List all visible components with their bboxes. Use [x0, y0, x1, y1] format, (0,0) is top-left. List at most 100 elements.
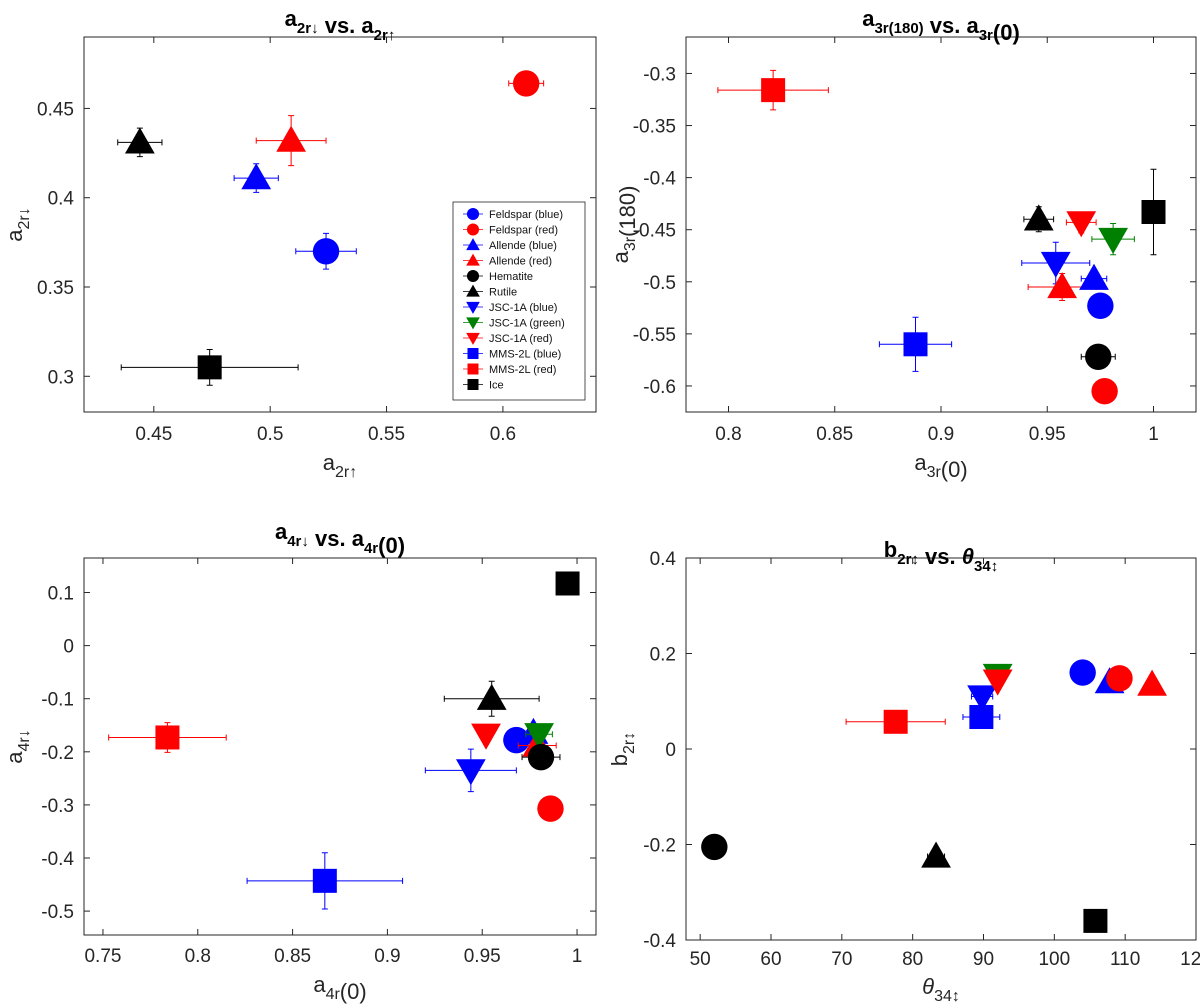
y-tick-label: -0.2 — [41, 743, 74, 764]
text-part: vs. — [319, 13, 362, 38]
point-marker — [1091, 377, 1118, 405]
text-part: (0) — [993, 20, 1020, 45]
x-tick-label: 80 — [902, 949, 923, 970]
legend-entry: JSC-1A (blue) — [489, 302, 557, 314]
x-tick-label: 0.6 — [490, 424, 516, 445]
y-tick-label: -0.3 — [41, 796, 74, 817]
y-tick-label: 0.4 — [650, 549, 677, 570]
data-point — [845, 709, 946, 734]
point-marker — [312, 238, 340, 265]
x-tick-label: 0.45 — [135, 424, 172, 445]
text-part: b — [607, 754, 632, 766]
y-tick-label: 0.2 — [650, 645, 676, 666]
x-tick-label: 0.95 — [1029, 424, 1066, 445]
point-marker — [197, 355, 222, 380]
axes-frame — [685, 557, 1197, 941]
point-marker — [512, 70, 540, 97]
legend-marker — [466, 317, 480, 330]
point-marker — [524, 723, 554, 750]
legend-marker — [466, 238, 480, 251]
y-tick-label: 0.35 — [37, 278, 74, 299]
x-tick-label: 110 — [1110, 949, 1140, 970]
point-marker — [455, 759, 486, 786]
legend-marker — [466, 223, 480, 236]
text-part: vs. — [309, 526, 352, 551]
legend-entry: Feldspar (blue) — [489, 209, 563, 221]
y-tick-label: -0.6 — [643, 377, 676, 398]
y-tick-label: -0.5 — [643, 273, 676, 294]
text-part: (0) — [941, 457, 968, 482]
data-point — [982, 669, 1013, 696]
y-tick-label: -0.3 — [643, 64, 676, 85]
y-tick-label: -0.45 — [633, 221, 676, 242]
y-tick-label: 0.45 — [37, 99, 74, 120]
chart-title: a3r(180) vs. a3r(0) — [862, 6, 1020, 45]
legend-entry: MMS-2L (blue) — [489, 349, 561, 361]
data-point — [1083, 908, 1108, 933]
data-point — [295, 232, 357, 270]
text-part: b — [884, 537, 897, 562]
point-marker — [1083, 908, 1108, 933]
y-axis-label: b2r↕ — [607, 732, 638, 766]
point-marker — [1085, 343, 1112, 370]
text-part: (180) — [615, 186, 640, 237]
text-part: θ — [922, 974, 934, 999]
chart-title: a4r↓ vs. a4r(0) — [275, 519, 405, 558]
point-marker — [1079, 263, 1109, 290]
data-point — [120, 349, 299, 386]
point-marker — [527, 743, 555, 771]
point-marker — [1087, 292, 1114, 319]
text-subscript: 2r↓ — [16, 207, 33, 229]
text-subscript: 3r(180) — [874, 20, 923, 37]
data-point — [1080, 343, 1116, 370]
data-point — [537, 795, 564, 822]
point-marker — [503, 726, 530, 754]
point-marker — [883, 709, 908, 734]
text-subscript: 4r — [364, 540, 378, 557]
y-tick-label: 0.3 — [48, 367, 74, 388]
point-marker — [241, 163, 272, 190]
legend-entry: JSC-1A (green) — [489, 318, 565, 330]
text-part: (0) — [378, 533, 405, 558]
legend-entry: Rutile — [489, 287, 517, 299]
text-subscript: 34↕ — [934, 988, 960, 1005]
x-axis-label: a4r(0) — [313, 972, 366, 1004]
y-tick-label: -0.4 — [643, 931, 676, 952]
data-point — [1141, 168, 1166, 256]
point-marker — [155, 725, 180, 750]
legend-entry: MMS-2L (red) — [489, 364, 556, 376]
legend-marker — [466, 301, 480, 314]
text-part: (0) — [340, 979, 367, 1004]
point-marker — [761, 78, 786, 103]
x-tick-label: 0.75 — [84, 946, 121, 967]
legend-marker — [466, 253, 480, 266]
point-marker — [921, 841, 951, 868]
point-marker — [276, 125, 307, 152]
y-tick-label: -0.2 — [643, 836, 676, 857]
legend-marker — [466, 269, 480, 283]
legend-entry: JSC-1A (red) — [489, 333, 553, 345]
y-tick-label: -0.4 — [41, 849, 74, 870]
text-subscript: 2r↑ — [335, 464, 357, 481]
point-marker — [1106, 665, 1133, 692]
data-point — [108, 722, 227, 753]
y-axis-label: a4r↓ — [2, 729, 33, 763]
point-marker — [1069, 659, 1096, 686]
point-marker — [1137, 669, 1167, 696]
data-point — [471, 723, 501, 750]
point-marker — [967, 685, 997, 712]
text-part: a — [862, 6, 875, 31]
chart-panel-3: 0.75 0.8 0.85 0.9 0.95 1 -0.5 -0.4 -0.3 -0.2 -0.1 0… — [2, 519, 597, 1004]
data-point — [1106, 665, 1133, 692]
chart-title: b2r↕ vs. θ34↕ — [884, 537, 998, 575]
text-part: a — [966, 13, 979, 38]
point-marker — [1047, 272, 1078, 299]
data-point — [1069, 659, 1096, 686]
text-part: a — [2, 751, 27, 764]
data-point — [1091, 377, 1118, 405]
data-point — [1021, 241, 1091, 285]
point-marker — [1141, 200, 1166, 224]
y-axis-label: a3r(180) — [608, 186, 640, 264]
y-axis-label: a2r↓ — [2, 207, 33, 241]
